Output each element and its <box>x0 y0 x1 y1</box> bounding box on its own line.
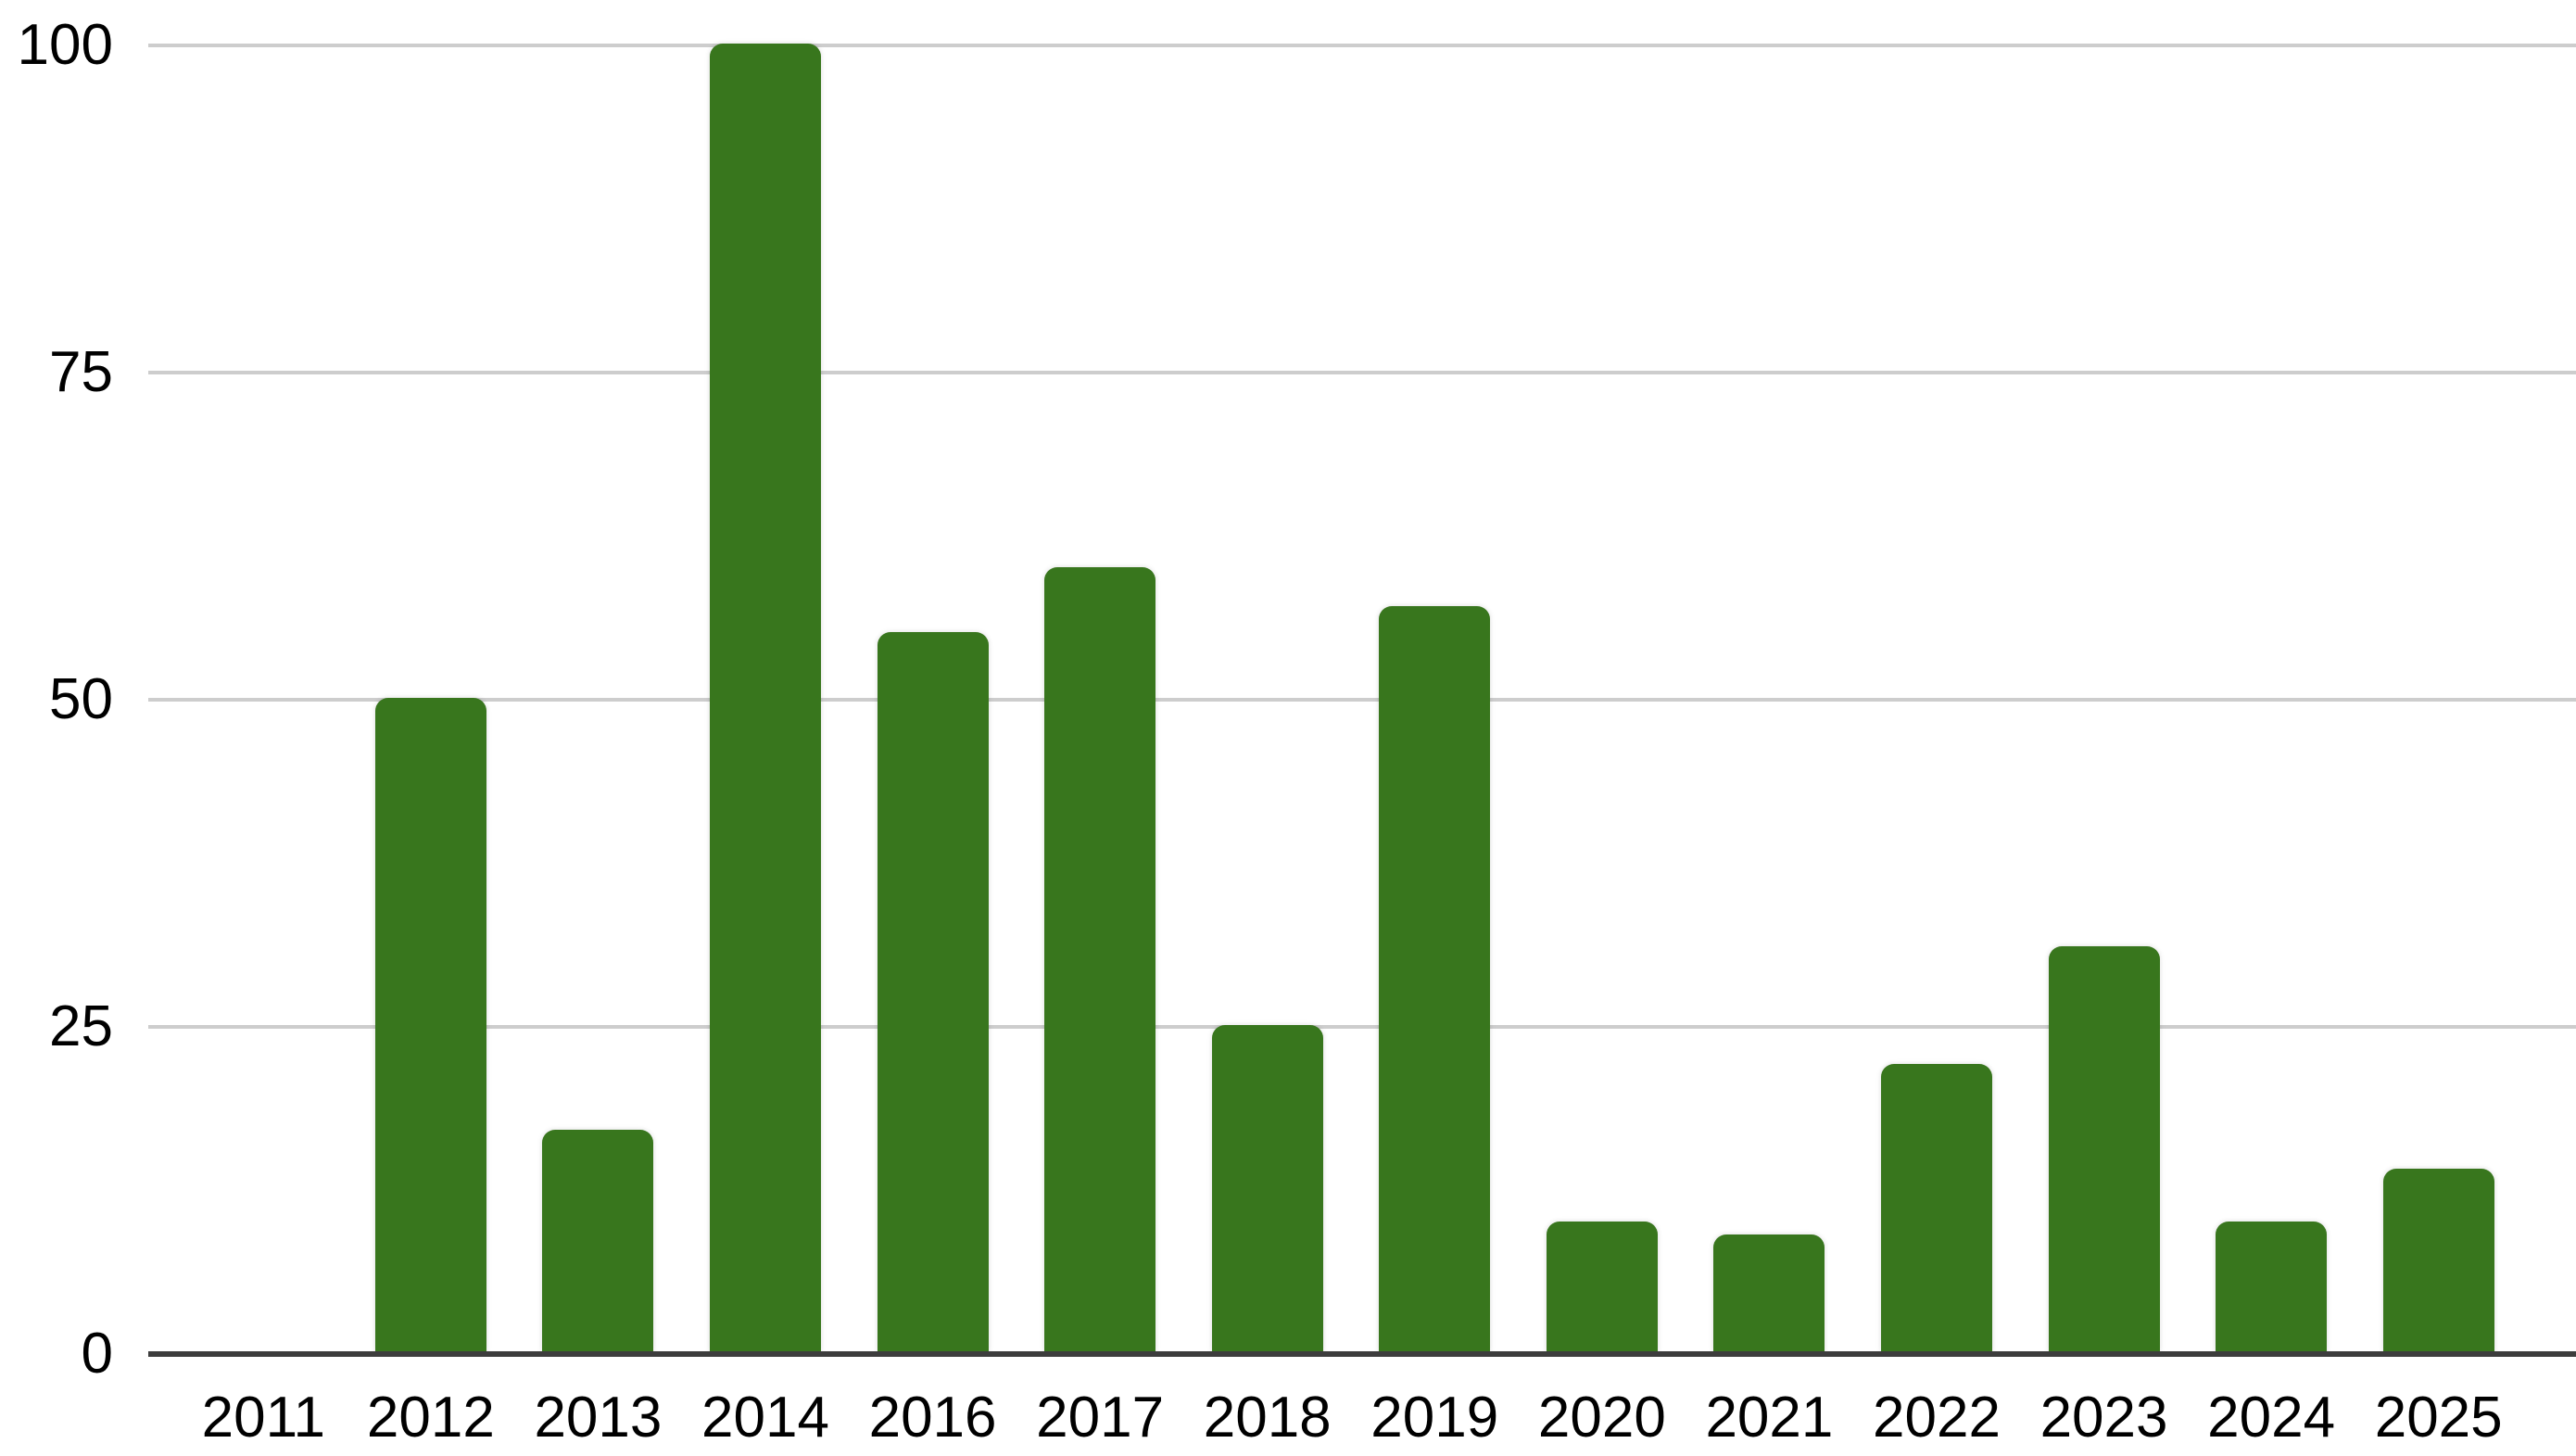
y-tick-label-0: 0 <box>81 1322 113 1386</box>
x-axis-baseline <box>148 1351 2576 1357</box>
x-tick-label-2020: 2020 <box>1537 1386 1666 1450</box>
bar-2013 <box>542 1129 654 1352</box>
bar-2012 <box>374 698 486 1352</box>
bar-2016 <box>877 632 989 1352</box>
bar-2017 <box>1044 566 1156 1352</box>
bar-2018 <box>1211 1025 1323 1352</box>
y-tick-label-25: 25 <box>49 994 113 1058</box>
x-tick-label-2024: 2024 <box>2207 1386 2336 1450</box>
gridline-50 <box>148 698 2576 702</box>
x-tick-label-2017: 2017 <box>1036 1386 1165 1450</box>
x-tick-label-2014: 2014 <box>701 1386 829 1450</box>
x-tick-label-2012: 2012 <box>366 1386 495 1450</box>
x-tick-label-2013: 2013 <box>534 1386 663 1450</box>
bar-2021 <box>1713 1234 1825 1352</box>
bar-2022 <box>1880 1064 1992 1352</box>
x-tick-label-2019: 2019 <box>1370 1386 1499 1450</box>
bar-2019 <box>1379 606 1491 1352</box>
x-tick-label-2016: 2016 <box>868 1386 997 1450</box>
gridline-75 <box>148 371 2576 374</box>
bar-2025 <box>2382 1169 2494 1352</box>
x-tick-label-2021: 2021 <box>1705 1386 1834 1450</box>
x-tick-label-2022: 2022 <box>1873 1386 2001 1450</box>
bar-2014 <box>709 44 821 1352</box>
x-tick-label-2018: 2018 <box>1203 1386 1332 1450</box>
gridline-25 <box>148 1025 2576 1029</box>
y-tick-label-75: 75 <box>49 340 113 404</box>
bar-2023 <box>2048 946 2160 1352</box>
bar-2024 <box>2216 1221 2328 1352</box>
x-tick-label-2011: 2011 <box>201 1386 325 1450</box>
x-tick-label-2023: 2023 <box>2039 1386 2168 1450</box>
y-tick-label-100: 100 <box>17 13 113 77</box>
bar-2020 <box>1546 1221 1658 1352</box>
y-tick-label-50: 50 <box>49 667 113 731</box>
x-tick-label-2025: 2025 <box>2374 1386 2503 1450</box>
gridline-100 <box>148 44 2576 47</box>
